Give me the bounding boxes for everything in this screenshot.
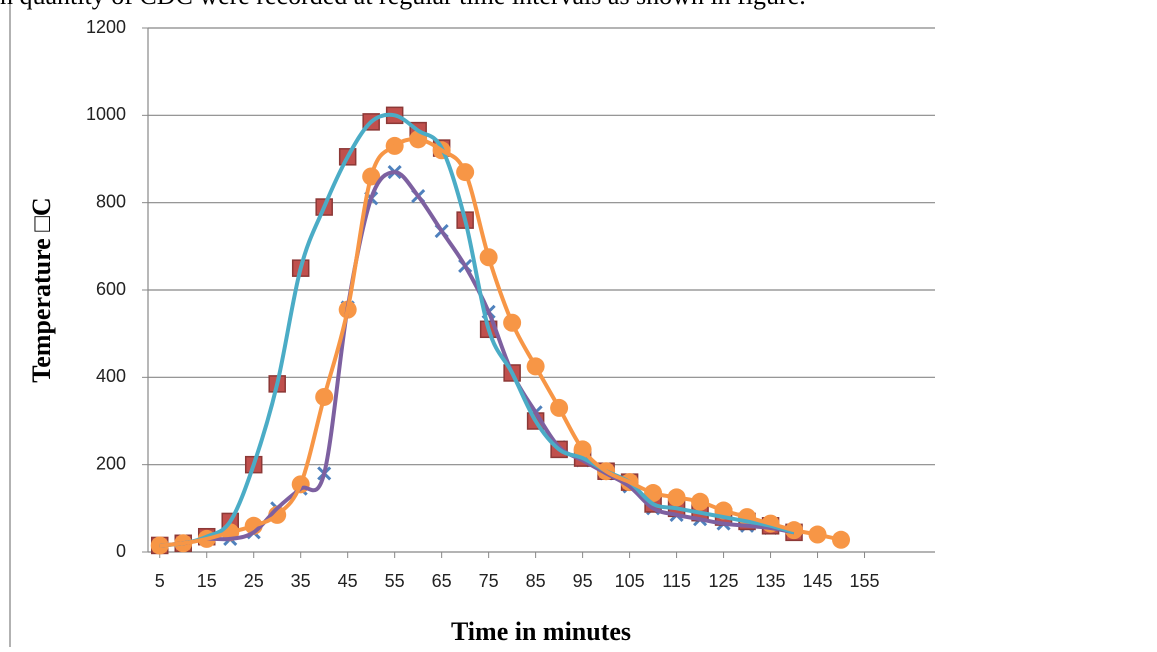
x-tick-label: 155 [849,571,879,591]
y-tick-label: 0 [116,541,126,561]
x-tick-label: 85 [526,571,546,591]
series-line [159,137,842,548]
y-tick-label: 200 [96,453,126,473]
y-axis-title: Temperature □C [27,197,56,382]
y-tick-label: 1200 [86,17,126,37]
x-tick-label: 65 [432,571,452,591]
x-tick-label: 5 [155,571,165,591]
y-tick-label: 800 [96,191,126,211]
x-axis-title: Time in minutes [451,617,631,646]
x-tick-label: 105 [615,571,645,591]
x-tick-label: 55 [385,571,405,591]
y-tick-label: 400 [96,366,126,386]
x-tick-label: 35 [291,571,311,591]
x-tick-label: 45 [338,571,358,591]
x-tick-label: 115 [662,571,691,591]
x-tick-label: 125 [709,571,739,591]
x-tick-label: 145 [803,571,833,591]
caption: n quantity of CDC were recorded at regul… [0,0,806,10]
x-tick-label: 75 [479,571,499,591]
series-line [159,170,795,548]
x-tick-label: 95 [573,571,593,591]
series-line [159,112,795,548]
x-tick-label: 25 [244,571,264,591]
x-tick-label: 15 [197,571,217,591]
y-tick-label: 1000 [86,104,126,124]
y-tick-label: 600 [96,279,126,299]
x-tick-label: 135 [756,571,786,591]
